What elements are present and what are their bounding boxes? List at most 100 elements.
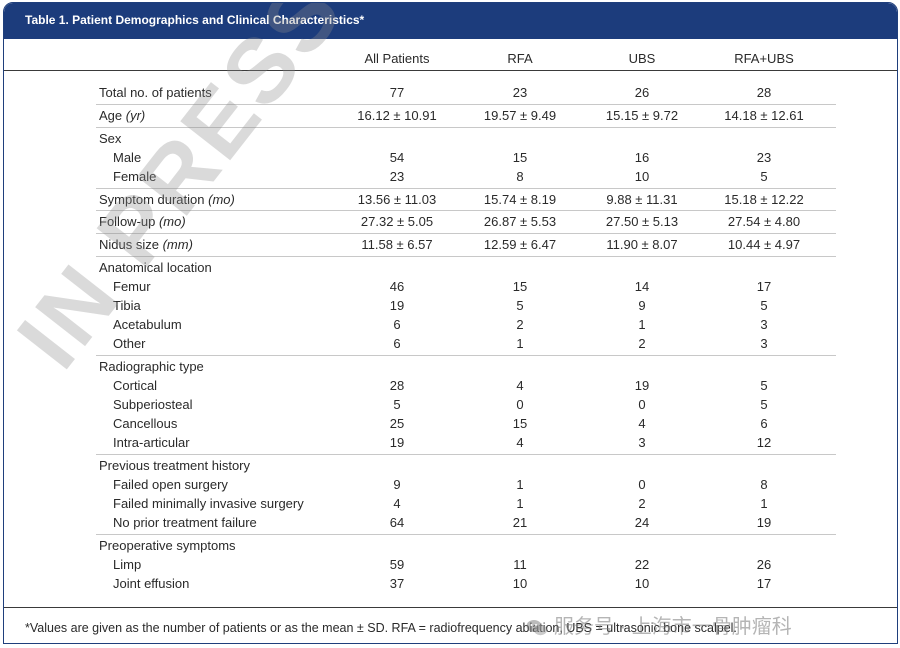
table-cell: 15.18 ± 12.22 (724, 192, 804, 207)
table-cell: 24 (634, 515, 650, 530)
row-label: No prior treatment failure (113, 515, 257, 530)
table-cell: 17 (756, 279, 772, 294)
table-cell: 13.56 ± 11.03 (357, 192, 437, 207)
table-cell: 64 (389, 515, 405, 530)
table-cell: 15.74 ± 8.19 (483, 192, 557, 207)
row-label: Intra-articular (113, 435, 190, 450)
table-subrow: Subperiosteal 5 0 0 5 (4, 397, 897, 416)
row-separator (96, 188, 836, 189)
table-subrow: Acetabulum 6 2 1 3 (4, 317, 897, 336)
table-cell: 2 (638, 336, 646, 351)
table-cell: 15 (512, 279, 528, 294)
table-cell: 4 (516, 378, 524, 393)
row-label: Failed minimally invasive surgery (113, 496, 304, 511)
table-cell: 6 (760, 416, 768, 431)
row-label: Symptom duration (mo) (99, 192, 235, 207)
table-cell: 46 (389, 279, 405, 294)
table-cell: 23 (756, 150, 772, 165)
table-cell: 10 (634, 576, 650, 591)
table-cell: 2 (638, 496, 646, 511)
table-cell: 28 (389, 378, 405, 393)
row-label: Preoperative symptoms (99, 538, 236, 553)
table-cell: 11 (513, 557, 527, 572)
table-cell: 11.90 ± 8.07 (606, 237, 678, 252)
table-subrow: Failed open surgery 9 1 0 8 (4, 477, 897, 496)
table-subrow: Joint effusion 37 10 10 17 (4, 576, 897, 595)
row-separator (96, 256, 836, 257)
table-cell: 1 (516, 477, 524, 492)
footer-rule (4, 607, 897, 608)
table-cell: 8 (760, 477, 768, 492)
column-header-rfa-ubs: RFA+UBS (734, 51, 794, 66)
table-cell: 19 (634, 378, 650, 393)
table-cell: 1 (760, 496, 768, 511)
table-subrow: Cortical 28 4 19 5 (4, 378, 897, 397)
table-cell: 11.58 ± 6.57 (361, 237, 433, 252)
table-cell: 27.32 ± 5.05 (360, 214, 434, 229)
table-cell: 4 (393, 496, 401, 511)
table-cell: 9 (393, 477, 401, 492)
table-subrow: Cancellous 25 15 4 6 (4, 416, 897, 435)
row-label: Female (113, 169, 157, 184)
row-separator (96, 355, 836, 356)
table-title: Table 1. Patient Demographics and Clinic… (25, 13, 365, 27)
row-unit: (mm) (162, 237, 193, 252)
table-row: Nidus size (mm) 11.58 ± 6.57 12.59 ± 6.47 1… (4, 237, 897, 256)
row-label: Femur (113, 279, 151, 294)
table-subrow: Male 54 15 16 23 (4, 150, 897, 169)
table-cell: 14 (634, 279, 650, 294)
row-label: Acetabulum (113, 317, 182, 332)
table-cell: 21 (512, 515, 528, 530)
table-cell: 10.44 ± 4.97 (727, 237, 801, 252)
table-cell: 3 (760, 336, 768, 351)
table-title-bar: Table 1. Patient Demographics and Clinic… (4, 3, 897, 39)
table-cell: 23 (512, 85, 528, 100)
table-cell: 2 (516, 317, 524, 332)
table-cell: 0 (516, 397, 524, 412)
row-label: Limp (113, 557, 142, 572)
table-row: Anatomical location (4, 260, 897, 279)
row-separator (96, 104, 836, 105)
header-rule (4, 70, 897, 71)
table-cell: 15 (512, 416, 528, 431)
row-label: Failed open surgery (113, 477, 228, 492)
table-row: Previous treatment history (4, 458, 897, 477)
table-row: Radiographic type (4, 359, 897, 378)
table-cell: 19.57 ± 9.49 (483, 108, 557, 123)
table-cell: 17 (756, 576, 772, 591)
row-label: Previous treatment history (99, 458, 251, 473)
table-cell: 59 (389, 557, 405, 572)
table-subrow: Other 6 1 2 3 (4, 336, 897, 355)
table-cell: 10 (512, 576, 528, 591)
table-cell: 0 (638, 477, 646, 492)
table-row: Symptom duration (mo) 13.56 ± 11.03 15.74 … (4, 192, 897, 211)
table-cell: 27.54 ± 4.80 (727, 214, 801, 229)
table-cell: 77 (389, 85, 405, 100)
table-footnote: *Values are given as the number of patie… (25, 621, 737, 635)
column-header-ubs: UBS (628, 51, 656, 66)
row-separator (96, 233, 836, 234)
table-cell: 8 (516, 169, 524, 184)
table-cell: 26 (756, 557, 772, 572)
table-cell: 0 (638, 397, 646, 412)
row-label: Total no. of patients (99, 85, 212, 100)
table-cell: 16 (634, 150, 650, 165)
column-header-rfa: RFA (507, 51, 533, 66)
table-cell: 15.15 ± 9.72 (605, 108, 679, 123)
table-cell: 19 (756, 515, 772, 530)
table-cell: 3 (638, 435, 646, 450)
table-cell: 54 (389, 150, 405, 165)
table-cell: 14.18 ± 12.61 (724, 108, 804, 123)
table-row: Age (yr) 16.12 ± 10.91 19.57 ± 9.49 15.15 ±… (4, 108, 897, 127)
table-cell: 15 (512, 150, 528, 165)
table-cell: 5 (393, 397, 401, 412)
row-label: Age (yr) (99, 108, 146, 123)
table-cell: 4 (638, 416, 646, 431)
row-unit: (mo) (158, 214, 186, 229)
table-frame: Table 1. Patient Demographics and Clinic… (3, 2, 898, 644)
table-row: Total no. of patients 77 23 26 28 (4, 85, 897, 104)
row-label: Follow-up (mo) (99, 214, 186, 229)
table-subrow: Intra-articular 19 4 3 12 (4, 435, 897, 454)
table-cell: 10 (634, 169, 650, 184)
table-cell: 12 (756, 435, 772, 450)
